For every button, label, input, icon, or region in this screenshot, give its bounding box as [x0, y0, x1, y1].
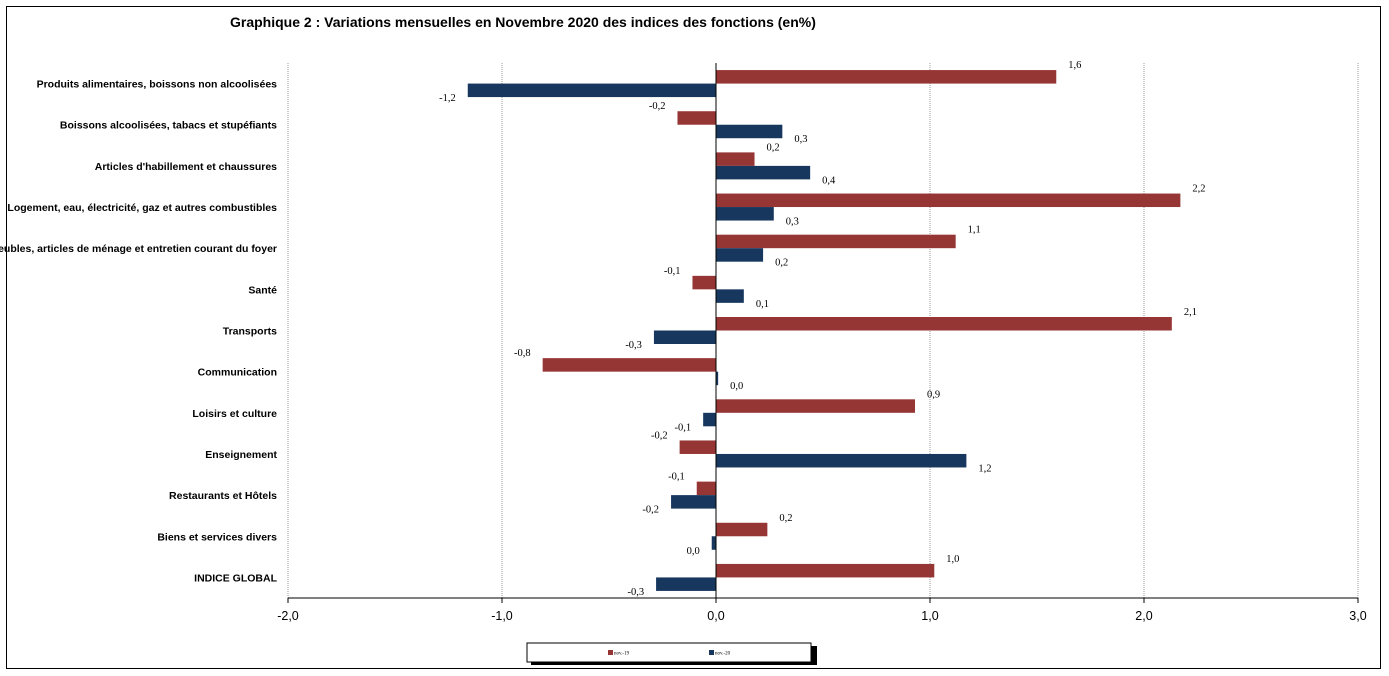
data-label: -0,2: [649, 101, 666, 112]
data-label: 0,2: [775, 258, 788, 269]
category-label: Articles d'habillement et chaussures: [95, 161, 277, 173]
data-label: 0,2: [779, 513, 792, 524]
category-label: Boissons alcoolisées, tabacs et stupéfia…: [60, 120, 277, 132]
data-label: 0,2: [767, 142, 780, 153]
bar: [467, 83, 716, 98]
data-label: -0,1: [668, 472, 685, 483]
bar: [542, 358, 716, 372]
category-label: Communication: [198, 367, 277, 379]
x-tick-label: 0,0: [707, 609, 724, 623]
category-label: Restaurants et Hôtels: [169, 490, 277, 502]
legend-swatch: [608, 650, 613, 655]
x-tick-label: 1,0: [921, 609, 938, 623]
bar: [716, 193, 1181, 208]
bar: [716, 234, 956, 249]
data-label: 1,2: [978, 463, 991, 474]
data-label: 0,4: [822, 175, 836, 186]
legend-label: nov.-20: [715, 652, 731, 657]
bar: [716, 399, 916, 413]
data-label: 0,9: [927, 389, 940, 400]
data-label: -0,2: [651, 430, 668, 441]
legend-swatch: [709, 650, 714, 655]
data-label: -0,1: [664, 266, 681, 277]
data-label: -1,2: [439, 93, 456, 104]
data-label: 0,0: [730, 381, 743, 392]
x-tick-label: -1,0: [491, 609, 513, 623]
bar: [653, 330, 716, 344]
data-label: -0,3: [625, 340, 642, 351]
data-label: 0,3: [794, 134, 807, 145]
category-label: Transports: [223, 326, 277, 338]
bar: [716, 371, 719, 386]
bar: [716, 453, 967, 468]
data-label: 1,6: [1068, 60, 1081, 71]
data-label: -0,2: [642, 505, 659, 516]
category-label: INDICE GLOBAL: [194, 572, 277, 584]
x-tick-label: -2,0: [277, 609, 299, 623]
data-label: 2,1: [1184, 307, 1197, 318]
bar: [716, 152, 755, 166]
bar: [716, 124, 783, 139]
bar: [696, 481, 716, 496]
bar: [656, 577, 716, 591]
bar: [703, 412, 716, 427]
data-label: -0,8: [514, 348, 531, 359]
bar: [677, 111, 716, 125]
category-label: Logement, eau, électricité, gaz et autre…: [7, 202, 277, 214]
labels-layer: 1,6 -1,2 Produits alimentaires, boissons n…: [0, 60, 1206, 598]
legend-label: nov.-19: [614, 652, 630, 657]
x-tick-label: 2,0: [1135, 609, 1152, 623]
data-label: 0,3: [786, 217, 799, 228]
bar: [716, 289, 744, 303]
bar: [716, 70, 1057, 84]
data-label: 0,1: [756, 299, 769, 310]
legend-box: [526, 642, 812, 663]
bar: [692, 275, 716, 290]
bars-layer: [467, 70, 1181, 591]
bar: [716, 563, 935, 578]
category-label: Produits alimentaires, boissons non alco…: [37, 79, 278, 91]
bar: [679, 440, 716, 454]
bar: [716, 317, 1172, 331]
bar: [716, 248, 764, 262]
category-label: Meubles, articles de ménage et entretien…: [0, 243, 277, 255]
bar: [671, 495, 716, 509]
data-label: 1,1: [968, 225, 981, 236]
category-label: Biens et services divers: [157, 531, 277, 543]
bar: [711, 536, 716, 550]
data-label: -0,3: [627, 587, 644, 598]
data-label: 2,2: [1192, 184, 1205, 195]
bar: [716, 207, 774, 221]
bar: [716, 522, 768, 537]
category-label: Loisirs et culture: [192, 408, 277, 420]
category-label: Santé: [248, 284, 277, 296]
data-label: 1,0: [946, 554, 959, 565]
axis-layer: -2,0 -1,0 0,0 1,0 2,0 3,0: [277, 63, 1367, 623]
category-label: Enseignement: [205, 449, 277, 461]
bar: [716, 165, 811, 180]
data-label: -0,1: [675, 422, 692, 433]
data-label: 0,0: [687, 546, 700, 557]
chart-title: Graphique 2 : Variations mensuelles en N…: [230, 14, 816, 30]
legend: nov.-19 nov.-20: [526, 642, 817, 665]
x-tick-label: 3,0: [1349, 609, 1366, 623]
